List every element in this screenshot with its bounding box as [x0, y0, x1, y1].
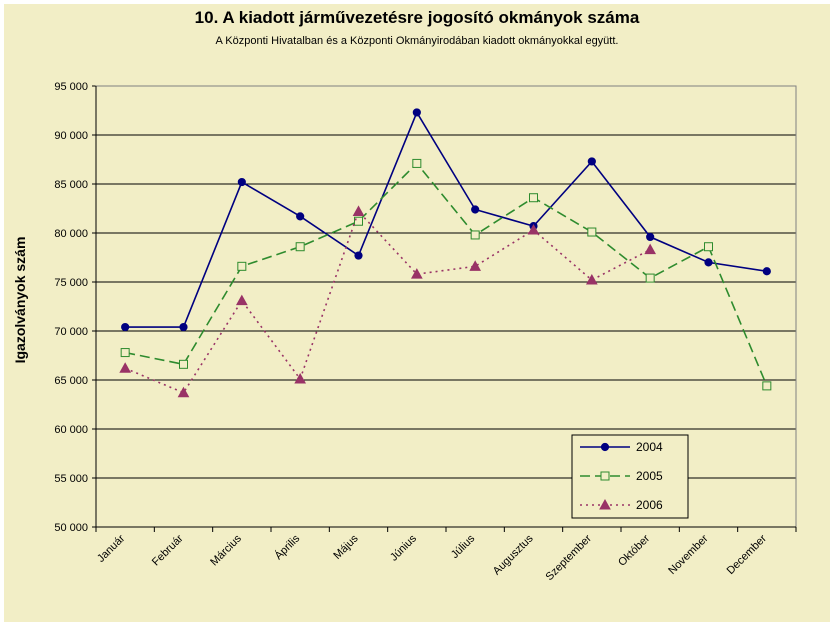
y-tick-label: 50 000 [54, 522, 88, 534]
data-point-2005 [529, 193, 538, 203]
x-tick-label: Június [388, 532, 419, 563]
data-point-2005 [237, 261, 247, 271]
x-tick-label: Február [150, 532, 186, 568]
data-point-2005 [295, 242, 305, 252]
data-point-2005 [179, 359, 188, 369]
y-tick-label: 55 000 [54, 473, 88, 485]
data-point-2004 [121, 322, 130, 332]
data-point-2006 [119, 362, 132, 373]
x-tick-label: Január [95, 532, 128, 565]
data-point-2006 [527, 224, 540, 235]
series-2005 [120, 158, 772, 391]
data-point-2004 [587, 157, 596, 166]
x-tick-label: Április [272, 532, 303, 563]
series-layer [119, 108, 772, 398]
x-tick-label: Március [208, 532, 244, 568]
legend-label-2006: 2006 [636, 498, 663, 512]
data-point-2005 [762, 381, 772, 391]
y-tick-label: 75 000 [54, 277, 88, 289]
grid-layer [96, 85, 796, 479]
y-tick-label: 90 000 [54, 130, 88, 142]
legend-marker-2004 [600, 442, 610, 452]
data-point-2006 [352, 205, 365, 216]
data-point-2004 [354, 251, 363, 260]
legend-marker-2006 [599, 498, 611, 510]
y-tick-label: 60 000 [54, 424, 88, 436]
legend: 2004 2005 2006 [571, 434, 689, 519]
data-point-2005 [704, 242, 713, 252]
legend-marker-2005 [600, 471, 610, 481]
plot-area [96, 86, 796, 527]
x-tick-label: Május [331, 532, 361, 562]
data-point-2006 [644, 243, 657, 255]
series-line-2005 [125, 162, 768, 387]
data-point-2005 [645, 273, 655, 283]
y-tick-label: 85 000 [54, 179, 88, 191]
chart-title: 10. A kiadott járművezetésre jogosító ok… [194, 8, 640, 27]
x-tick-label: Szeptember [544, 532, 595, 583]
data-point-2004 [179, 322, 188, 332]
series-2006 [119, 205, 657, 398]
data-point-2004 [762, 267, 771, 276]
y-tick-label: 70 000 [54, 326, 88, 338]
y-tick-label: 80 000 [54, 228, 88, 240]
data-point-2004 [412, 108, 421, 117]
chart-subtitle: A Központi Hivatalban és a Központi Okmá… [215, 35, 619, 47]
x-tick-label: December [725, 532, 770, 577]
data-point-2005 [120, 348, 130, 358]
data-point-2006 [294, 372, 307, 384]
data-point-2004 [704, 258, 713, 267]
y-tick-label: 95 000 [54, 81, 88, 93]
data-point-2004 [237, 177, 246, 187]
series-line-2004 [125, 110, 767, 328]
data-point-2006 [235, 294, 248, 306]
data-point-2005 [354, 216, 363, 226]
legend-label-2004: 2004 [636, 440, 663, 454]
x-tick-label: Augusztus [491, 532, 536, 577]
x-tick-label: Július [449, 532, 478, 561]
data-point-2005 [470, 230, 480, 240]
data-point-2006 [585, 274, 598, 285]
data-point-2004 [471, 205, 480, 214]
data-point-2004 [296, 212, 305, 221]
data-point-2006 [177, 386, 190, 398]
data-point-2005 [587, 227, 597, 237]
data-point-2006 [410, 268, 423, 279]
y-tick-label: 65 000 [54, 375, 88, 387]
data-point-2004 [646, 232, 655, 242]
data-point-2006 [469, 260, 482, 271]
x-tick-label: Október [616, 532, 652, 568]
x-tick-label: November [666, 532, 711, 577]
legend-label-2005: 2005 [636, 469, 663, 483]
data-point-2005 [412, 158, 422, 168]
